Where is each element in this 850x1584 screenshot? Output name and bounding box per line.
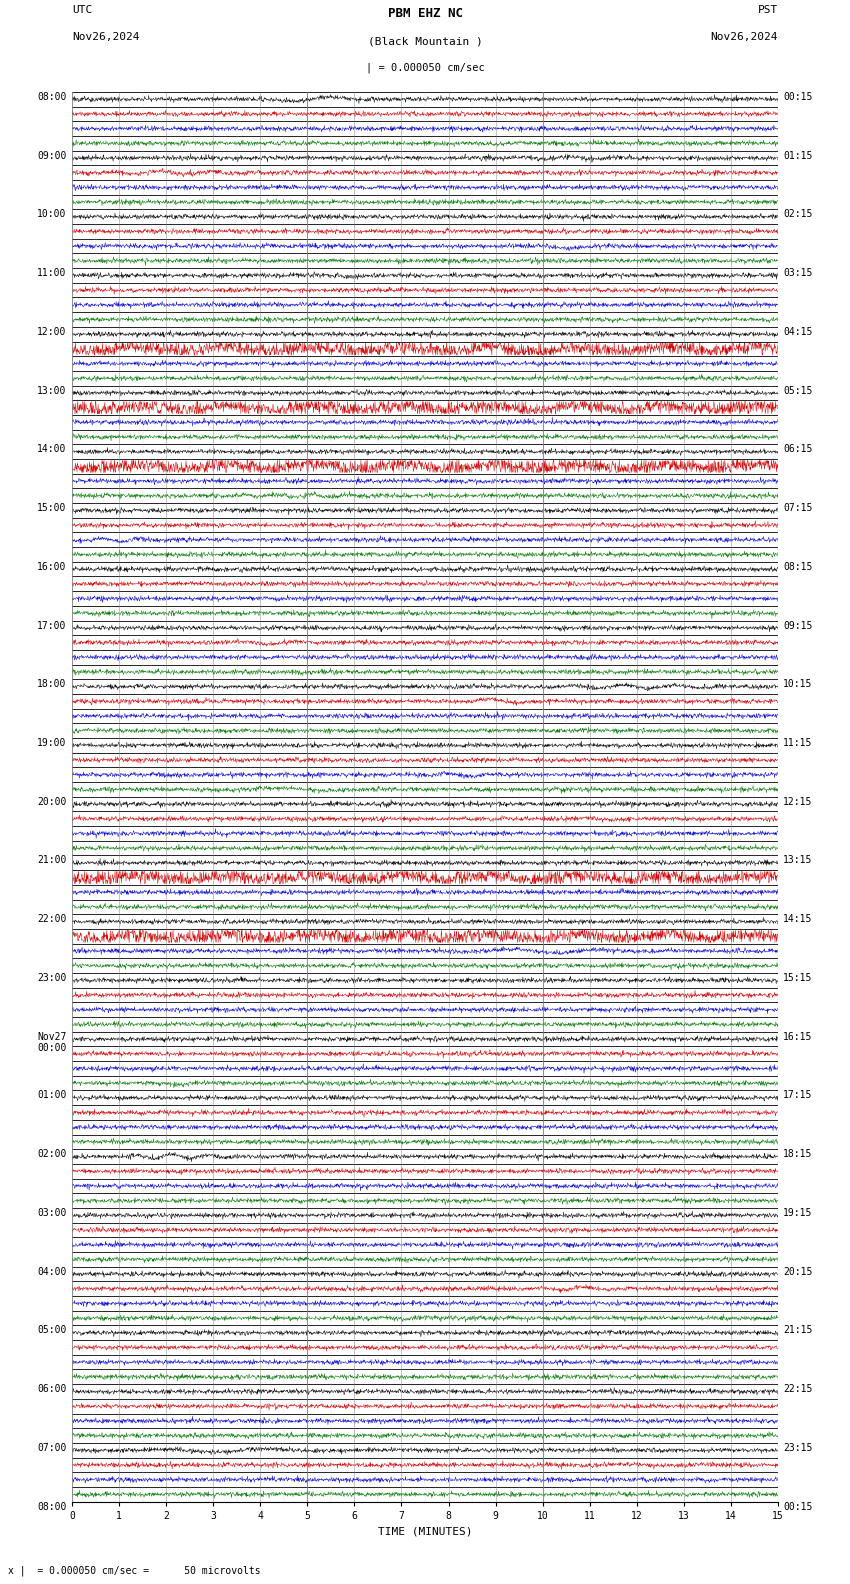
Text: 07:00: 07:00	[37, 1443, 66, 1453]
Text: 08:00: 08:00	[37, 92, 66, 101]
Text: 15:00: 15:00	[37, 504, 66, 513]
Text: 13:00: 13:00	[37, 385, 66, 396]
Text: 21:15: 21:15	[784, 1326, 813, 1335]
Text: 22:15: 22:15	[784, 1384, 813, 1394]
Text: 19:15: 19:15	[784, 1209, 813, 1218]
Text: 10:15: 10:15	[784, 680, 813, 689]
Text: 10:00: 10:00	[37, 209, 66, 219]
Text: 15:15: 15:15	[784, 973, 813, 984]
Text: 11:00: 11:00	[37, 268, 66, 279]
Text: 14:00: 14:00	[37, 444, 66, 455]
Text: 04:00: 04:00	[37, 1267, 66, 1277]
Text: 14:15: 14:15	[784, 914, 813, 923]
Text: PBM EHZ NC: PBM EHZ NC	[388, 8, 462, 21]
Text: 00:15: 00:15	[784, 1502, 813, 1511]
Text: | = 0.000050 cm/sec: | = 0.000050 cm/sec	[366, 62, 484, 73]
X-axis label: TIME (MINUTES): TIME (MINUTES)	[377, 1527, 473, 1536]
Text: 23:00: 23:00	[37, 973, 66, 984]
Text: 12:15: 12:15	[784, 797, 813, 806]
Text: Nov26,2024: Nov26,2024	[72, 32, 139, 43]
Text: 09:00: 09:00	[37, 150, 66, 160]
Text: 06:00: 06:00	[37, 1384, 66, 1394]
Text: 23:15: 23:15	[784, 1443, 813, 1453]
Text: 05:15: 05:15	[784, 385, 813, 396]
Text: 07:15: 07:15	[784, 504, 813, 513]
Text: 03:00: 03:00	[37, 1209, 66, 1218]
Text: 02:15: 02:15	[784, 209, 813, 219]
Text: 20:00: 20:00	[37, 797, 66, 806]
Text: 03:15: 03:15	[784, 268, 813, 279]
Text: 02:00: 02:00	[37, 1150, 66, 1159]
Text: 20:15: 20:15	[784, 1267, 813, 1277]
Text: Nov27
00:00: Nov27 00:00	[37, 1031, 66, 1053]
Text: 16:15: 16:15	[784, 1031, 813, 1042]
Text: 04:15: 04:15	[784, 326, 813, 337]
Text: 11:15: 11:15	[784, 738, 813, 748]
Text: 08:15: 08:15	[784, 562, 813, 572]
Text: Nov26,2024: Nov26,2024	[711, 32, 778, 43]
Text: 05:00: 05:00	[37, 1326, 66, 1335]
Text: 01:00: 01:00	[37, 1090, 66, 1101]
Text: 22:00: 22:00	[37, 914, 66, 923]
Text: 01:15: 01:15	[784, 150, 813, 160]
Text: 21:00: 21:00	[37, 855, 66, 865]
Text: 17:00: 17:00	[37, 621, 66, 630]
Text: 18:00: 18:00	[37, 680, 66, 689]
Text: 12:00: 12:00	[37, 326, 66, 337]
Text: UTC: UTC	[72, 5, 93, 14]
Text: 16:00: 16:00	[37, 562, 66, 572]
Text: (Black Mountain ): (Black Mountain )	[367, 36, 483, 48]
Text: PST: PST	[757, 5, 778, 14]
Text: 13:15: 13:15	[784, 855, 813, 865]
Text: 17:15: 17:15	[784, 1090, 813, 1101]
Text: x |  = 0.000050 cm/sec =      50 microvolts: x | = 0.000050 cm/sec = 50 microvolts	[8, 1565, 261, 1576]
Text: 08:00: 08:00	[37, 1502, 66, 1511]
Text: 00:15: 00:15	[784, 92, 813, 101]
Text: 09:15: 09:15	[784, 621, 813, 630]
Text: 06:15: 06:15	[784, 444, 813, 455]
Text: 18:15: 18:15	[784, 1150, 813, 1159]
Text: 19:00: 19:00	[37, 738, 66, 748]
